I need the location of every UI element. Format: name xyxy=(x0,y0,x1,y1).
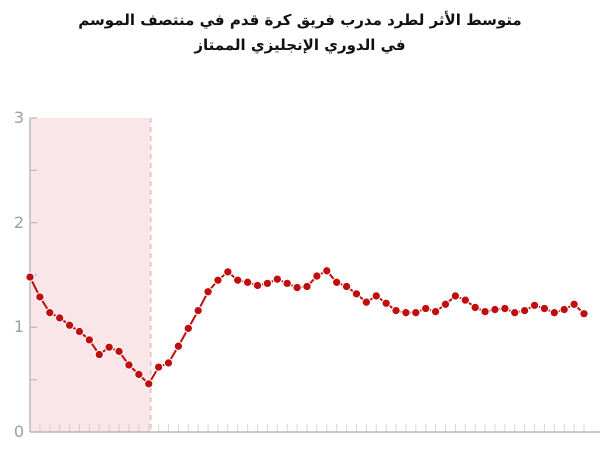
y-axis-minor-ticks xyxy=(30,117,37,381)
data-point xyxy=(223,267,233,277)
data-point xyxy=(569,299,579,310)
data-point xyxy=(460,295,471,305)
data-point xyxy=(302,281,312,292)
data-point xyxy=(292,282,302,293)
chart-title-line-2: في الدوري الإنجليزي الممتاز xyxy=(194,36,406,54)
chart-title-line-1: متوسط الأثر لطرد مدرب فريق كرة قدم في من… xyxy=(78,11,522,29)
data-point xyxy=(480,306,490,317)
data-point xyxy=(242,277,253,288)
data-point xyxy=(45,307,55,318)
data-point xyxy=(233,275,243,285)
data-point xyxy=(579,308,589,319)
data-point xyxy=(450,291,461,301)
y-axis-tick-label-2: 2 xyxy=(13,212,24,232)
data-point xyxy=(262,278,273,289)
data-point xyxy=(351,289,362,299)
data-point xyxy=(470,302,480,313)
y-axis-tick-label-3: 3 xyxy=(13,108,24,127)
shaded-pre-period-band xyxy=(30,118,151,432)
data-point xyxy=(331,277,342,288)
data-point xyxy=(74,326,85,337)
data-point xyxy=(411,307,421,318)
data-point xyxy=(25,272,35,282)
data-point xyxy=(519,305,530,316)
data-point xyxy=(549,307,560,318)
data-point xyxy=(500,303,510,314)
data-point xyxy=(272,274,283,284)
data-point xyxy=(381,298,391,309)
data-point xyxy=(35,292,45,302)
data-point xyxy=(143,379,154,389)
data-point xyxy=(322,266,332,276)
y-axis-tick-label-0: 0 xyxy=(13,422,24,441)
chart-title: متوسط الأثر لطرد مدرب فريق كرة قدم في من… xyxy=(0,8,600,58)
data-point xyxy=(134,369,144,380)
data-point xyxy=(54,313,65,323)
data-point xyxy=(440,299,451,310)
data-point xyxy=(420,303,431,314)
data-point xyxy=(64,320,75,330)
data-point xyxy=(183,323,194,334)
data-point xyxy=(104,342,114,352)
data-point xyxy=(341,281,352,292)
y-axis-tick-label-1: 1 xyxy=(13,317,24,337)
data-point xyxy=(391,305,401,316)
data-point xyxy=(312,271,322,281)
data-point xyxy=(84,335,95,345)
data-point xyxy=(114,346,124,357)
data-point xyxy=(193,305,203,316)
data-point xyxy=(539,303,550,314)
data-point xyxy=(203,286,213,297)
data-point xyxy=(94,349,105,360)
data-point xyxy=(430,306,441,317)
x-axis-ticks xyxy=(29,424,585,432)
data-point xyxy=(252,280,263,291)
data-point xyxy=(282,278,292,289)
data-point xyxy=(509,307,520,318)
data-series-markers xyxy=(25,266,589,389)
data-point xyxy=(163,358,174,368)
data-point xyxy=(153,362,164,372)
data-point xyxy=(173,341,184,351)
data-point xyxy=(490,304,500,315)
data-point xyxy=(559,304,569,315)
data-point xyxy=(124,360,134,370)
data-point xyxy=(401,307,411,318)
data-point xyxy=(529,300,540,311)
data-point xyxy=(361,297,372,307)
data-point xyxy=(213,275,223,285)
data-point xyxy=(371,291,381,301)
